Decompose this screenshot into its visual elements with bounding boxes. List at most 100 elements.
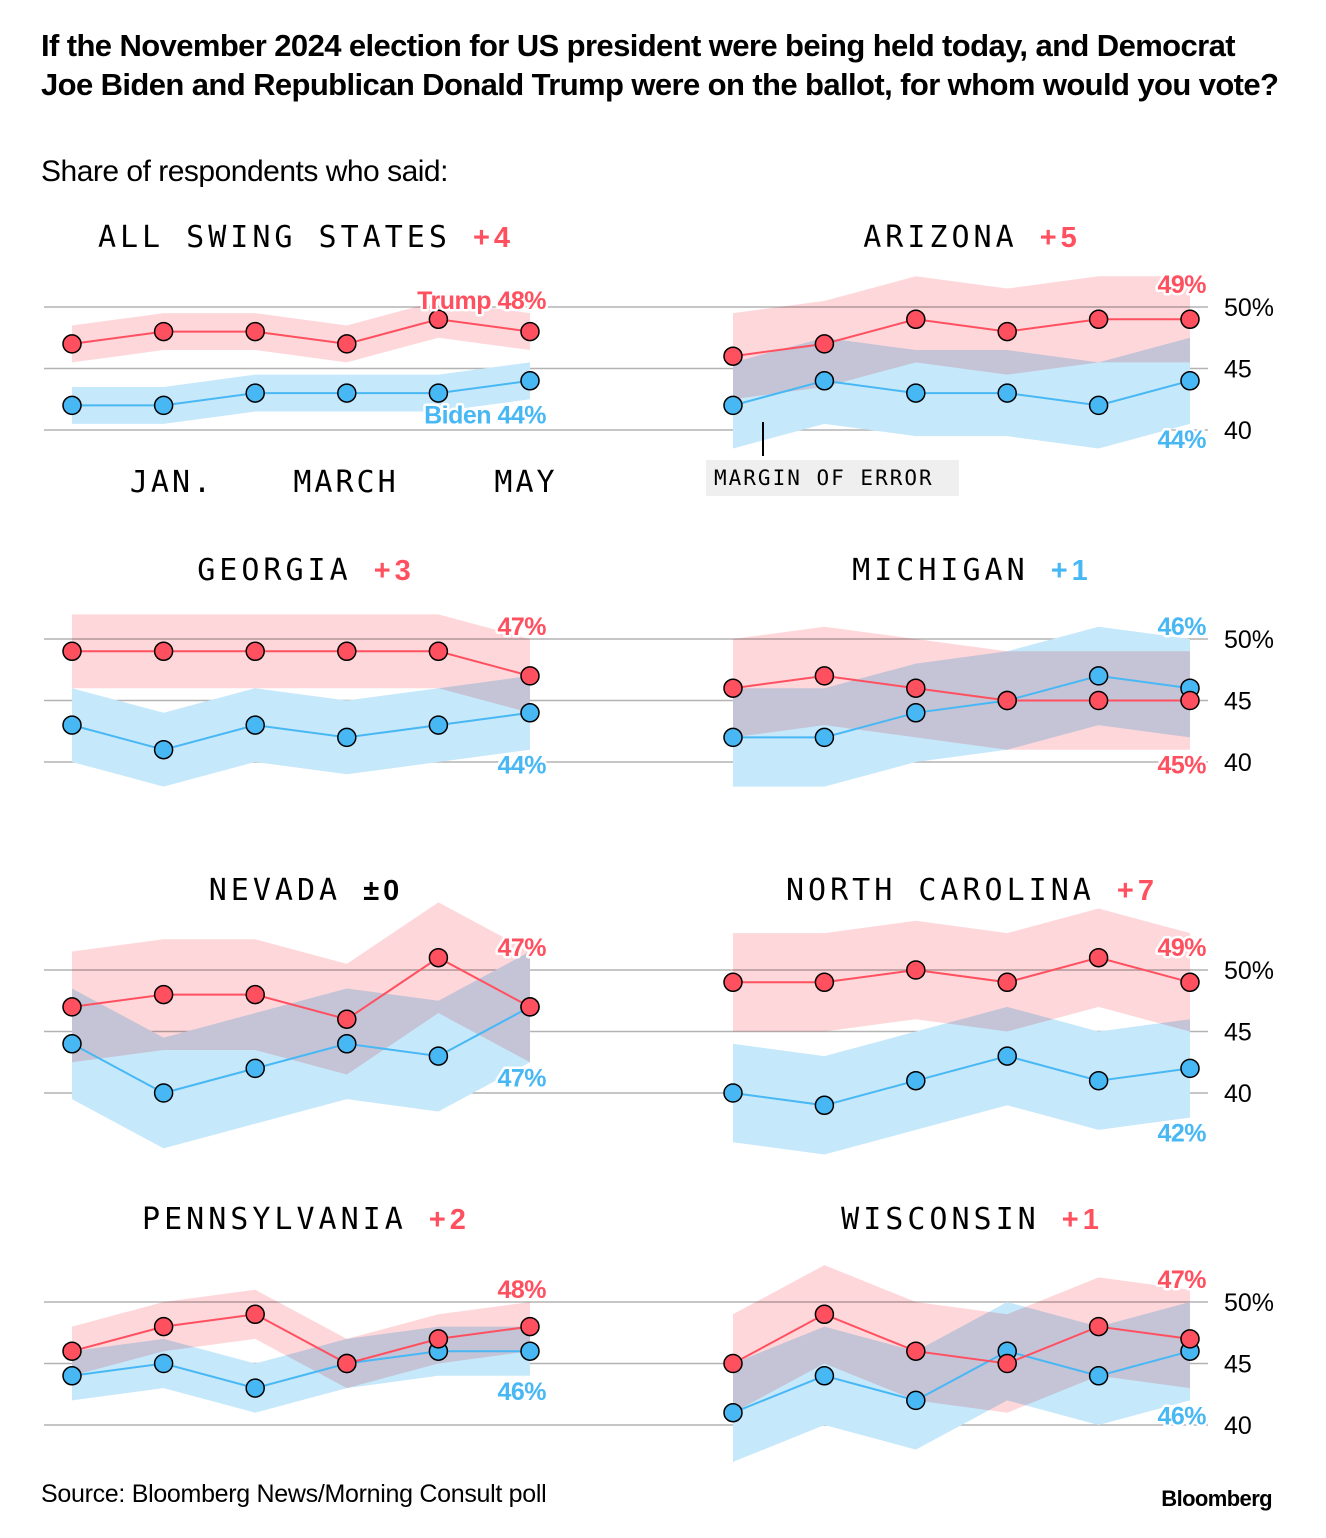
- biden-point: [153, 1353, 174, 1374]
- biden-line: [732, 1055, 1191, 1107]
- biden-point: [906, 1070, 926, 1091]
- panel-title: ARIZONA +5: [863, 220, 1081, 255]
- panel-arizona: 50% 45 40 49% 44% ARIZONA +5: [660, 220, 1274, 456]
- brand-logo: Bloomberg: [1161, 1486, 1272, 1511]
- trump-point: [428, 947, 449, 968]
- biden-point: [814, 727, 835, 748]
- lead-margin: +1: [1062, 1204, 1103, 1236]
- x-tick-label: JAN.: [130, 465, 214, 500]
- trump-line: [71, 318, 531, 345]
- biden-point: [62, 715, 82, 735]
- trump-point: [1180, 690, 1200, 711]
- y-tick-label: 40: [1224, 1412, 1252, 1440]
- trump-point: [814, 666, 835, 686]
- y-tick-label: 50%: [1224, 626, 1274, 654]
- biden-end-label: 42%: [1157, 1120, 1206, 1148]
- state-name: PENNSYLVANIA: [142, 1202, 429, 1237]
- trump-point: [1180, 1329, 1200, 1349]
- trump-point: [337, 1009, 357, 1029]
- lead-margin: +3: [374, 555, 415, 587]
- biden-point: [1088, 1366, 1109, 1386]
- trump-line: [71, 956, 531, 1021]
- chart-subtitle: Share of respondents who said:: [41, 155, 448, 188]
- y-tick-label: 40: [1224, 417, 1252, 445]
- biden-point: [1180, 371, 1200, 391]
- trump-point: [62, 1341, 82, 1361]
- biden-point: [245, 1378, 265, 1398]
- y-tick-label: 50%: [1224, 294, 1274, 322]
- moe-bands: [733, 1265, 1190, 1462]
- y-tick-label: 45: [1224, 688, 1252, 716]
- trump-point: [1088, 690, 1109, 711]
- trump-point: [153, 641, 174, 662]
- state-name: ARIZONA: [863, 220, 1040, 255]
- trump-point: [1180, 972, 1200, 993]
- trump-point: [723, 972, 743, 993]
- y-tick-label: 50%: [1224, 1289, 1274, 1317]
- trump-point: [997, 1353, 1017, 1374]
- chart-title: If the November 2024 election for US pre…: [41, 28, 1279, 102]
- source-note: Source: Bloomberg News/Morning Consult p…: [41, 1480, 547, 1508]
- trump-point: [520, 666, 540, 686]
- trump-moe-band: [72, 902, 530, 1075]
- trump-point: [428, 1329, 449, 1349]
- trump-point: [997, 321, 1017, 342]
- biden-point: [997, 1046, 1017, 1066]
- panel-north-carolina: 50% 45 40 49% 42% NORTH CAROLINA +7: [660, 873, 1274, 1155]
- biden-moe-band: [733, 1006, 1190, 1155]
- biden-point: [153, 395, 174, 416]
- biden-line: [71, 711, 531, 751]
- trump-end-label: 45%: [1157, 752, 1206, 780]
- biden-point: [814, 1366, 835, 1386]
- trump-point: [814, 972, 835, 993]
- panel-title: WISCONSIN +1: [841, 1202, 1103, 1237]
- panel-wisconsin: 50% 45 40 47% 46% WISCONSIN +1: [660, 1202, 1274, 1462]
- trump-point: [428, 641, 449, 662]
- x-tick-label: MAY: [494, 465, 557, 500]
- y-tick-label: 45: [1224, 356, 1252, 384]
- trump-point: [245, 1304, 265, 1325]
- biden-end-label: 46%: [1157, 1402, 1206, 1430]
- trump-moe-band: [733, 626, 1190, 750]
- biden-line: [71, 1350, 530, 1390]
- biden-point: [1088, 666, 1109, 686]
- trump-point: [906, 1341, 926, 1361]
- y-tick-label: 50%: [1224, 957, 1274, 985]
- panel-title: GEORGIA +3: [197, 553, 415, 588]
- biden-line: [732, 1350, 1191, 1414]
- lead-margin: +1: [1051, 555, 1092, 587]
- biden-line: [72, 379, 531, 407]
- biden-point: [814, 1095, 835, 1116]
- trump-point: [906, 960, 926, 980]
- moe-bands: [733, 276, 1190, 449]
- trump-point: [1088, 1316, 1109, 1337]
- state-name: NEVADA: [209, 873, 363, 908]
- trump-point: [337, 1353, 357, 1374]
- lead-margin: +7: [1117, 875, 1158, 907]
- trump-line: [733, 956, 1191, 984]
- biden-point: [428, 715, 449, 735]
- lead-margin: ±0: [363, 875, 403, 907]
- moe-bands: [733, 908, 1190, 1155]
- annotation-box: [706, 460, 959, 496]
- biden-line: [733, 674, 1191, 739]
- trump-point: [723, 346, 743, 366]
- panel-michigan: 50% 45 40 45% 46% MICHIGAN +1: [660, 553, 1274, 787]
- panel-georgia: 47% 44% GEORGIA +3: [44, 553, 660, 787]
- trump-point: [1180, 309, 1200, 330]
- panel-title: NEVADA ±0: [209, 873, 403, 908]
- state-name: MICHIGAN: [852, 553, 1051, 588]
- trump-point: [997, 972, 1017, 993]
- biden-point: [62, 1366, 82, 1386]
- trump-moe-band: [72, 300, 530, 363]
- biden-point: [997, 383, 1017, 403]
- state-name: WISCONSIN: [841, 1202, 1062, 1237]
- biden-point: [337, 727, 357, 748]
- state-name: GEORGIA: [197, 553, 374, 588]
- trump-end-label: 49%: [1157, 934, 1206, 962]
- trump-line: [71, 1313, 531, 1365]
- trump-end-label: 47%: [497, 613, 546, 641]
- biden-point: [153, 739, 174, 760]
- trump-point: [814, 334, 835, 354]
- biden-point: [906, 703, 926, 723]
